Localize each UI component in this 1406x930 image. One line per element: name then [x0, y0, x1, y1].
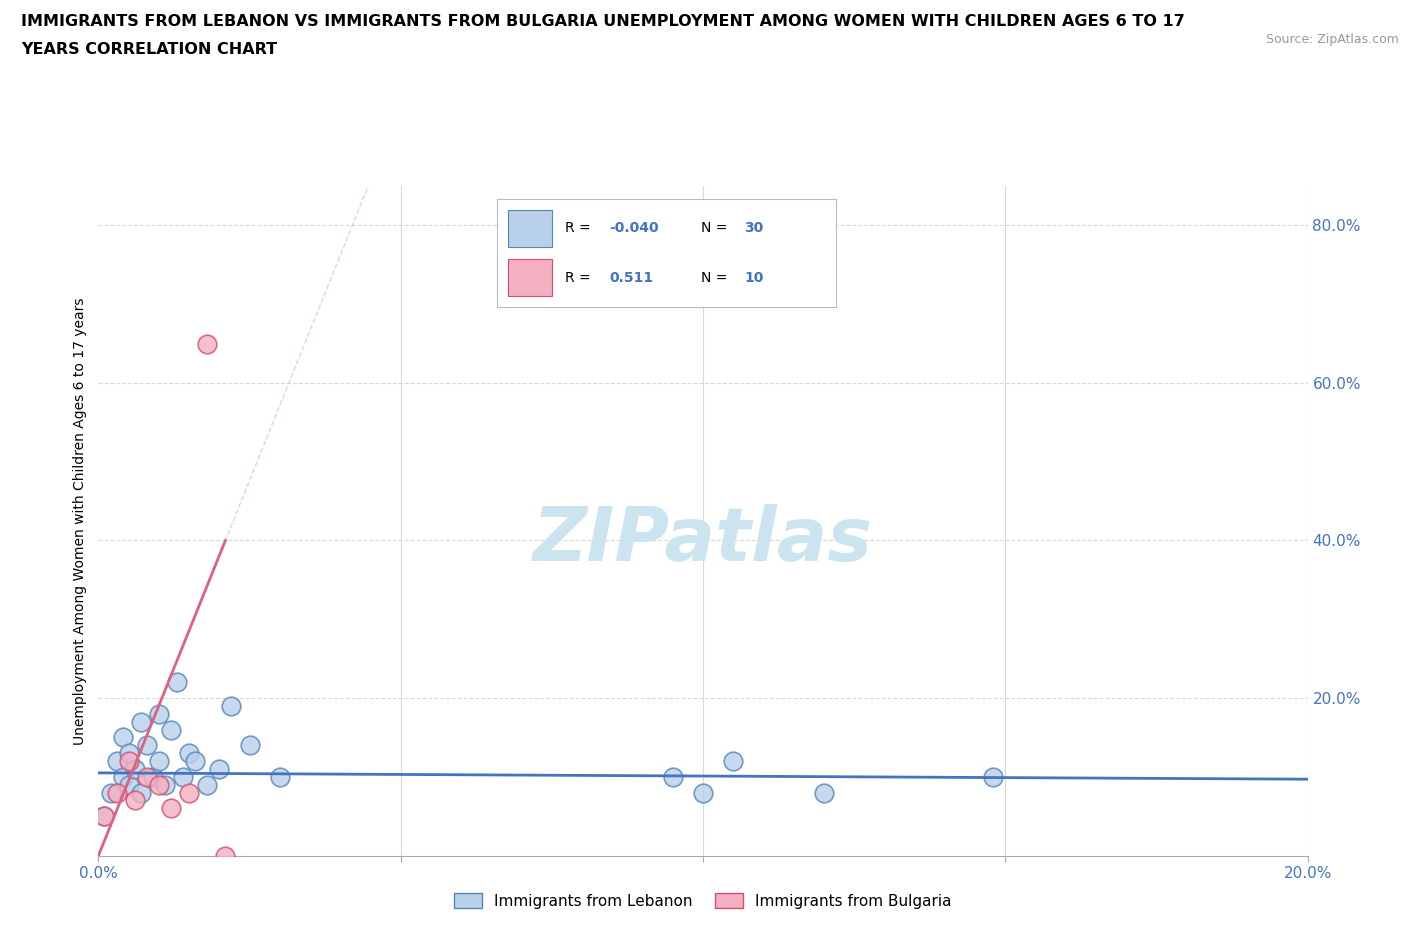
Point [269, 769, 291, 784]
Point [148, 777, 170, 792]
Point [184, 753, 207, 768]
Point [135, 769, 157, 784]
Point [135, 737, 157, 752]
Point [111, 730, 134, 745]
Point [142, 769, 165, 784]
Point [723, 753, 745, 768]
Y-axis label: Unemployment Among Women with Children Ages 6 to 17 years: Unemployment Among Women with Children A… [73, 297, 87, 745]
Point [214, 848, 236, 863]
Point [93, 809, 115, 824]
Point [981, 769, 1004, 784]
Point [124, 762, 146, 777]
Text: IMMIGRANTS FROM LEBANON VS IMMIGRANTS FROM BULGARIA UNEMPLOYMENT AMONG WOMEN WIT: IMMIGRANTS FROM LEBANON VS IMMIGRANTS FR… [21, 14, 1185, 29]
Text: ZIPatlas: ZIPatlas [533, 504, 873, 578]
Point [93, 809, 115, 824]
Point [208, 762, 231, 777]
Point [195, 777, 218, 792]
Point [662, 769, 685, 784]
Text: Source: ZipAtlas.com: Source: ZipAtlas.com [1265, 33, 1399, 46]
Legend: Immigrants from Lebanon, Immigrants from Bulgaria: Immigrants from Lebanon, Immigrants from… [449, 886, 957, 915]
Point [813, 785, 835, 800]
Point [179, 785, 201, 800]
Point [118, 777, 141, 792]
Text: YEARS CORRELATION CHART: YEARS CORRELATION CHART [21, 42, 277, 57]
Point [172, 769, 194, 784]
Point [153, 777, 176, 792]
Point [160, 722, 183, 737]
Point [148, 753, 170, 768]
Point [692, 785, 714, 800]
Point [100, 785, 122, 800]
Point [179, 746, 201, 761]
Point [111, 769, 134, 784]
Point [124, 793, 146, 808]
Point [118, 746, 141, 761]
Point [105, 785, 128, 800]
Point [118, 753, 141, 768]
Point [160, 801, 183, 816]
Point [148, 707, 170, 722]
Point [221, 698, 243, 713]
Point [195, 336, 218, 351]
Point [166, 675, 188, 690]
Point [129, 714, 152, 729]
Point [105, 753, 128, 768]
Point [239, 737, 262, 752]
Point [129, 785, 152, 800]
